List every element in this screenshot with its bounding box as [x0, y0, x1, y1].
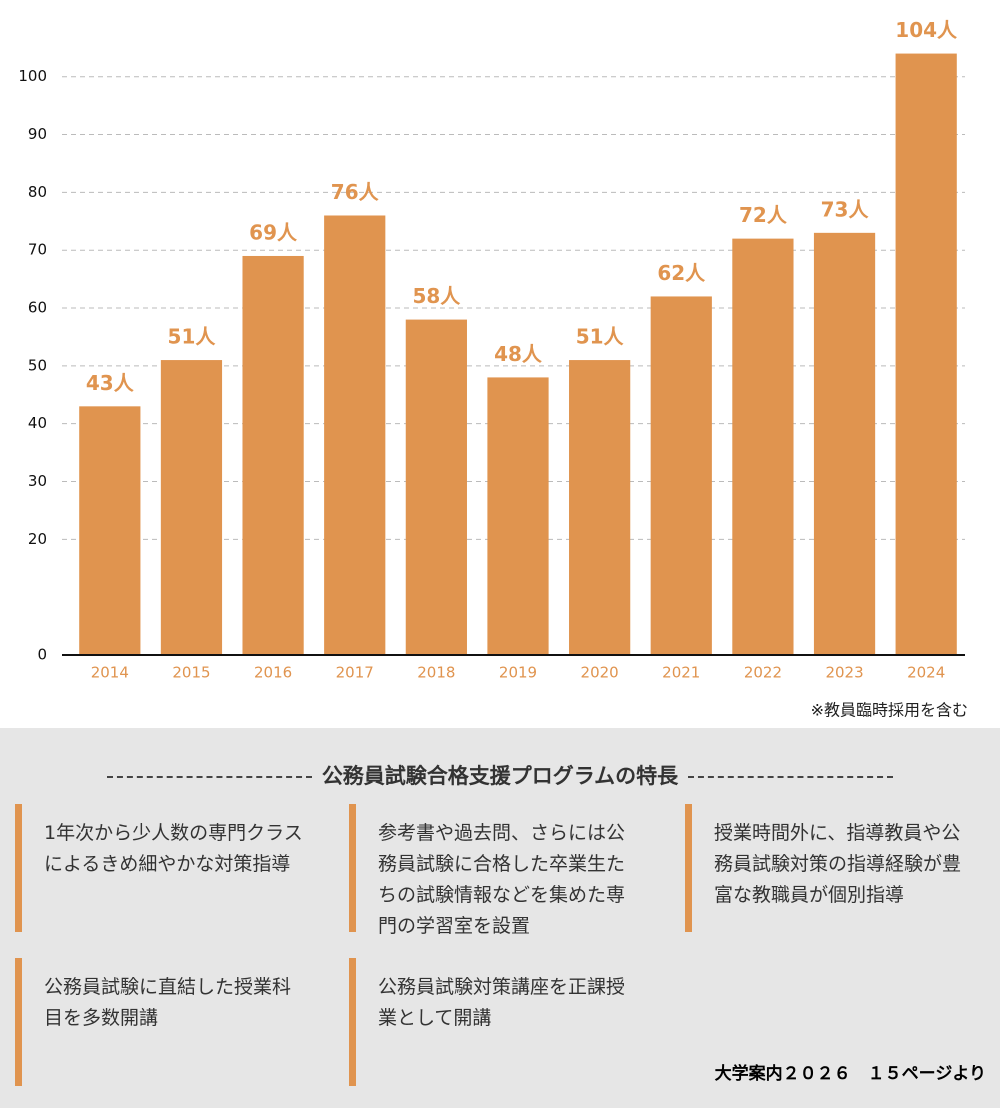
bar	[732, 238, 794, 656]
x-tick-label: 2020	[581, 664, 619, 682]
feature-item: 公務員試験に直結した授業科目を多数開講	[15, 958, 305, 1086]
feature-item: 公務員試験対策講座を正課授業として開講	[349, 958, 639, 1086]
bar	[324, 215, 386, 655]
x-tick-label: 2014	[91, 664, 129, 682]
y-tick-label: 0	[37, 646, 47, 664]
y-tick-label: 20	[28, 530, 47, 548]
x-tick-label: 2016	[254, 664, 292, 682]
y-tick-label: 50	[28, 356, 47, 374]
value-label: 43人	[86, 371, 135, 395]
x-tick-label: 2017	[336, 664, 374, 682]
bar	[813, 232, 876, 655]
x-tick-label: 2021	[662, 664, 700, 682]
y-tick-label: 100	[18, 67, 47, 85]
feature-item: 参考書や過去問、さらには公務員試験に合格した卒業生たちの試験情報などを集めた専門…	[349, 804, 639, 937]
chart: ※教員臨時採用を含む 0 20 30 40 50 60 70 80 90 100 2014 43人 20…	[18, 18, 968, 720]
x-tick-label: 2019	[499, 664, 537, 682]
y-tick-label: 30	[28, 472, 47, 490]
bar	[242, 255, 304, 656]
bar	[895, 53, 957, 655]
x-tick-label: 2018	[417, 664, 455, 682]
source: 大学案内２０２６ １５ページより	[714, 1064, 986, 1084]
x-tick-label: 2022	[744, 664, 782, 682]
x-tick-label: 2024	[907, 664, 945, 682]
y-tick-label: 80	[28, 183, 47, 201]
y-tick-label: 40	[28, 414, 47, 432]
bar	[160, 360, 223, 655]
bar	[487, 377, 549, 655]
feature-item: 1年次から少人数の専門クラスによるきめ細やかな対策指導	[15, 804, 305, 932]
value-label: 73人	[821, 197, 870, 221]
x-tick-label: 2023	[825, 664, 863, 682]
y-tick-label: 90	[28, 125, 47, 143]
features-heading: 公務員試験合格支援プログラムの特長	[0, 760, 1000, 790]
bar	[650, 296, 712, 655]
features-panel: 公務員試験合格支援プログラムの特長 1年次から少人数の専門クラスによるきめ細やか…	[0, 728, 1000, 1108]
value-label: 69人	[249, 220, 298, 244]
value-label: 72人	[739, 203, 788, 227]
feature-item: 授業時間外に、指導教員や公務員試験対策の指導経験が豊富な教職員が個別指導	[685, 804, 975, 932]
bar	[569, 360, 631, 655]
value-label: 51人	[576, 325, 625, 349]
value-label: 104人	[895, 18, 958, 42]
y-tick-label: 60	[28, 299, 47, 317]
annotation: ※教員臨時採用を含む	[811, 701, 968, 720]
value-label: 58人	[412, 284, 461, 308]
bar	[79, 406, 141, 655]
value-label: 62人	[657, 261, 706, 285]
y-tick-label: 70	[28, 241, 47, 259]
value-label: 76人	[331, 180, 380, 204]
x-tick-label: 2015	[172, 664, 210, 682]
value-label: 51人	[168, 325, 217, 349]
features-title: 公務員試験合格支援プログラムの特長	[321, 764, 679, 788]
bar	[405, 319, 467, 655]
value-label: 48人	[494, 342, 543, 366]
